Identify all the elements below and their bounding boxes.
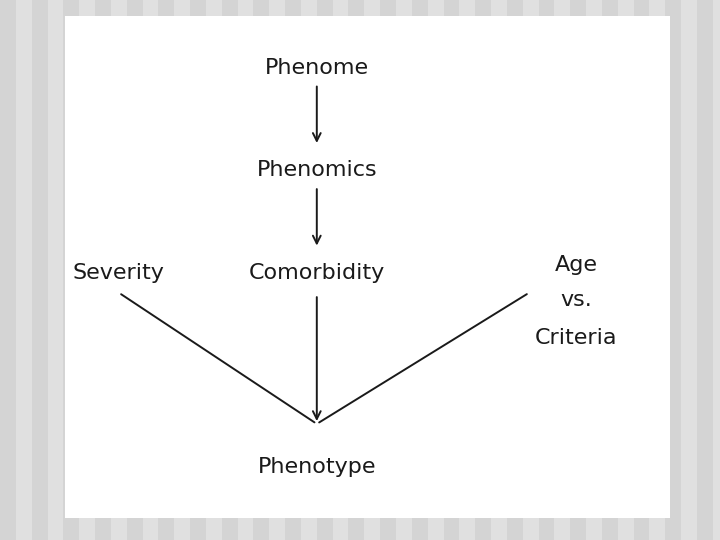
Text: Comorbidity: Comorbidity <box>248 262 385 283</box>
Bar <box>285 0 301 540</box>
Bar <box>412 0 428 540</box>
Bar <box>111 0 127 540</box>
Bar <box>444 0 459 540</box>
Bar <box>206 0 222 540</box>
Bar <box>428 0 444 540</box>
Bar <box>301 0 317 540</box>
Bar <box>713 0 720 540</box>
Bar <box>665 0 681 540</box>
Bar <box>459 0 475 540</box>
Text: Phenomics: Phenomics <box>256 160 377 180</box>
Bar <box>143 0 158 540</box>
Bar <box>16 0 32 540</box>
Bar <box>32 0 48 540</box>
Bar <box>602 0 618 540</box>
Bar <box>554 0 570 540</box>
Text: Severity: Severity <box>73 262 165 283</box>
FancyBboxPatch shape <box>65 16 670 518</box>
Bar <box>190 0 206 540</box>
Bar <box>507 0 523 540</box>
Bar <box>158 0 174 540</box>
Bar <box>333 0 348 540</box>
Bar <box>48 0 63 540</box>
Text: Phenome: Phenome <box>265 57 369 78</box>
Bar <box>475 0 491 540</box>
Bar <box>539 0 554 540</box>
Bar <box>570 0 586 540</box>
Text: Criteria: Criteria <box>535 327 617 348</box>
Bar <box>95 0 111 540</box>
Bar <box>269 0 285 540</box>
Bar <box>618 0 634 540</box>
Bar <box>348 0 364 540</box>
Bar <box>681 0 697 540</box>
Text: Phenotype: Phenotype <box>258 457 376 477</box>
Bar <box>491 0 507 540</box>
Bar <box>697 0 713 540</box>
Text: vs.: vs. <box>560 289 592 310</box>
Bar <box>586 0 602 540</box>
Bar <box>380 0 396 540</box>
Bar <box>0 0 16 540</box>
Bar <box>174 0 190 540</box>
Text: Age: Age <box>554 254 598 275</box>
Bar <box>634 0 649 540</box>
Bar <box>63 0 79 540</box>
Bar <box>364 0 380 540</box>
Bar <box>253 0 269 540</box>
Bar <box>649 0 665 540</box>
Bar <box>317 0 333 540</box>
Bar <box>238 0 253 540</box>
Bar <box>523 0 539 540</box>
Bar <box>222 0 238 540</box>
Bar <box>127 0 143 540</box>
Bar <box>396 0 412 540</box>
Bar <box>79 0 95 540</box>
